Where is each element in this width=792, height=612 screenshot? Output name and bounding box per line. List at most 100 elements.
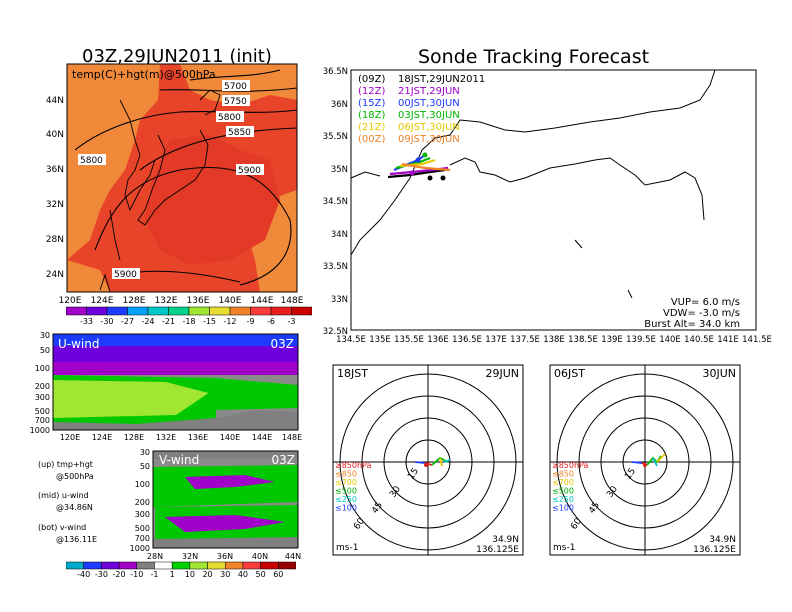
- svg-text:148E: 148E: [282, 433, 302, 442]
- hodo-left-time: 18JST: [337, 367, 368, 380]
- uwind-label: U-wind: [58, 337, 99, 351]
- svg-text:44N: 44N: [285, 552, 301, 561]
- colorbar-tick-label: -15: [203, 317, 216, 326]
- track-legend-text: 09JST,30JUN: [398, 134, 460, 145]
- svg-text:40N: 40N: [252, 552, 268, 561]
- wind-colorbar-swatch: [278, 561, 296, 570]
- hodo-level-label: ≥850hPa: [552, 461, 589, 470]
- map500-coastlines: [99, 89, 221, 293]
- vwind-lat-ticks: 28N 32N 36N 40N 44N: [147, 552, 301, 561]
- svg-text:140E: 140E: [219, 296, 242, 306]
- colorbar-swatch: [270, 306, 292, 316]
- svg-text:40N: 40N: [46, 130, 64, 140]
- track-legend-text: 00JST,30JUN: [398, 98, 460, 109]
- hodograph-left: 15 30 45 60 18JST 29JUN ≥850hPa≤850≤700≤…: [332, 364, 524, 556]
- hodo-level-label: ≤500: [552, 487, 574, 496]
- svg-text:700: 700: [35, 416, 50, 425]
- vwind-time: 03Z: [272, 453, 296, 467]
- track-legend-tag: (00Z): [358, 134, 385, 145]
- hodo-right-lon: 136.125E: [693, 545, 736, 555]
- svg-text:139E: 139E: [601, 335, 623, 345]
- wind-colorbar-swatch: [207, 561, 226, 570]
- svg-text:28N: 28N: [46, 235, 64, 245]
- vwind-label: V-wind: [159, 453, 199, 467]
- wind-colorbar-swatch: [66, 561, 84, 570]
- colorbar-swatch: [250, 306, 272, 316]
- svg-text:136E: 136E: [427, 335, 449, 345]
- colorbar-tick-label: -12: [223, 317, 236, 326]
- colorbar-swatch: [229, 306, 251, 316]
- svg-text:137E: 137E: [485, 335, 507, 345]
- hodo-level-label: ≤100: [335, 504, 357, 513]
- svg-text:100: 100: [35, 364, 50, 373]
- hodo-right-ring-labels: 15 30 45 60: [569, 467, 638, 532]
- note-up-1: (up) tmp+hgt: [38, 460, 93, 469]
- wind-colorbar-tick-label: 20: [202, 570, 212, 579]
- svg-text:137.5E: 137.5E: [510, 335, 540, 345]
- wind-colorbar-tick-label: 40: [238, 570, 248, 579]
- hodo-level-label: ≤700: [552, 478, 574, 487]
- colorbar-tick-label: -9: [247, 317, 255, 326]
- svg-text:1000: 1000: [130, 544, 150, 553]
- svg-text:24N: 24N: [46, 270, 64, 280]
- track-coastlines: [350, 69, 716, 350]
- map500-warm-region-4: [67, 260, 110, 292]
- svg-text:136.5E: 136.5E: [452, 335, 482, 345]
- track-legend-text: 18JST,29JUN2011: [398, 74, 485, 85]
- wind-colorbar-tick-label: -20: [113, 570, 126, 579]
- colorbar-swatch: [188, 306, 210, 316]
- map500-lon-ticks: 120E 124E 128E 132E 136E 140E 144E 148E: [59, 296, 304, 306]
- colorbar-swatch: [209, 306, 231, 316]
- wind-colorbar-swatch: [101, 561, 120, 570]
- svg-text:36N: 36N: [217, 552, 233, 561]
- map500-contour-labels: 5700 5750 5800 5850 5800 5900 5900: [78, 80, 264, 280]
- track-legend-text: 06JST,30JUN: [398, 122, 460, 133]
- hodo-level-label: ≥850hPa: [335, 461, 372, 470]
- track-legend-tag: (21Z): [358, 122, 385, 133]
- contour-label-5800-b: 5800: [80, 156, 103, 166]
- track-legend-tag: (18Z): [358, 110, 385, 121]
- hodo-level-label: ≤100: [552, 504, 574, 513]
- hodo-left-lon: 136.125E: [476, 545, 519, 555]
- hodo-right-date: 30JUN: [702, 367, 736, 380]
- colorbar-tick-label: -33: [80, 317, 93, 326]
- uwind-time: 03Z: [271, 337, 295, 351]
- svg-text:34N: 34N: [331, 230, 348, 240]
- colorbar-tick-label: -3: [288, 317, 296, 326]
- wind-colorbar-tick-label: -1: [150, 570, 158, 579]
- param-burst: Burst Alt= 34.0 km: [644, 319, 740, 330]
- track-lon-ticks: 134.5E 135E 135.5E 136E 136.5E 137E 137.…: [336, 335, 772, 345]
- hodograph-right: 15 30 45 60 06JST 30JUN ≥850hPa≤850≤700≤…: [549, 364, 741, 556]
- svg-text:35N: 35N: [331, 165, 348, 175]
- wind-colorbar-swatch: [260, 561, 279, 570]
- svg-text:28N: 28N: [147, 552, 163, 561]
- svg-text:136E: 136E: [187, 296, 210, 306]
- wind-colorbar-swatch: [154, 561, 173, 570]
- map500-label: temp(C)+hgt(m)@500hPa: [72, 68, 216, 81]
- colorbar-tick-label: -24: [141, 317, 154, 326]
- wind-colorbar-tick-label: 50: [256, 570, 266, 579]
- svg-text:100: 100: [135, 480, 150, 489]
- track-legend-tag: (15Z): [358, 98, 385, 109]
- colorbar-swatch: [168, 306, 190, 316]
- contour-label-5900-a: 5900: [238, 166, 261, 176]
- right-panel-title: Sonde Tracking Forecast: [418, 46, 650, 68]
- wind-colorbar-tick-label: 30: [220, 570, 230, 579]
- track-params: VUP= 6.0 m/s VDW= -3.0 m/s Burst Alt= 34…: [644, 297, 740, 330]
- hodo-right-lat: 34.9N: [709, 535, 736, 545]
- svg-text:34.5N: 34.5N: [323, 197, 348, 207]
- svg-text:500: 500: [35, 407, 50, 416]
- hodo-level-label: ≤850: [335, 470, 357, 479]
- hodo-left-levels: ≥850hPa≤850≤700≤500≤250≤100: [335, 461, 372, 513]
- hodo-right-levels: ≥850hPa≤850≤700≤500≤250≤100: [552, 461, 589, 513]
- wind-colorbar: -40 -30 -20 -10 -1 1 10 20 30 40 50 60: [66, 561, 296, 579]
- svg-text:141.5E: 141.5E: [742, 335, 772, 345]
- note-bot-2: @136.11E: [56, 535, 98, 544]
- colorbar-tick-label: -30: [100, 317, 113, 326]
- track-legend-tag: (12Z): [358, 86, 385, 97]
- svg-text:32N: 32N: [46, 200, 64, 210]
- vwind-p-ticks: 30 50 100 200 300 500 700 1000: [130, 448, 150, 553]
- svg-text:1000: 1000: [30, 426, 50, 435]
- track-legend-text: 03JST,30JUN: [398, 110, 460, 121]
- map-500hpa: 5700 5750 5800 5850 5800 5900 5900 temp(…: [46, 63, 304, 306]
